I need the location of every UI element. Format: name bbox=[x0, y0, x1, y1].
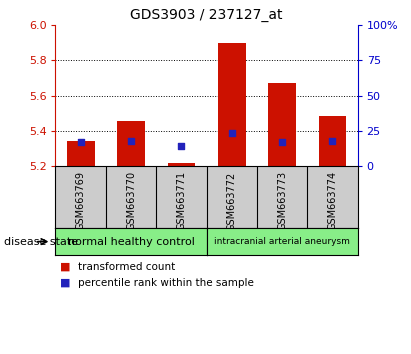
Point bbox=[279, 139, 285, 145]
Bar bbox=[168, 163, 195, 166]
Text: GSM663769: GSM663769 bbox=[76, 171, 85, 230]
Point bbox=[229, 130, 235, 136]
Point bbox=[329, 138, 336, 144]
Text: ■: ■ bbox=[60, 278, 70, 288]
Text: ■: ■ bbox=[60, 262, 70, 272]
Bar bbox=[268, 83, 296, 166]
Text: GSM663774: GSM663774 bbox=[328, 171, 337, 230]
Text: GSM663771: GSM663771 bbox=[176, 171, 186, 230]
Bar bbox=[117, 121, 145, 166]
Text: transformed count: transformed count bbox=[78, 262, 175, 272]
Title: GDS3903 / 237127_at: GDS3903 / 237127_at bbox=[130, 8, 283, 22]
Point bbox=[178, 143, 185, 149]
Bar bbox=[218, 44, 245, 166]
Text: GSM663773: GSM663773 bbox=[277, 171, 287, 230]
Text: intracranial arterial aneurysm: intracranial arterial aneurysm bbox=[214, 237, 350, 246]
Point bbox=[77, 139, 84, 145]
Text: GSM663770: GSM663770 bbox=[126, 171, 136, 230]
Bar bbox=[319, 116, 346, 166]
Text: GSM663772: GSM663772 bbox=[227, 171, 237, 230]
Bar bbox=[67, 141, 95, 166]
Point bbox=[128, 138, 134, 144]
Text: normal healthy control: normal healthy control bbox=[67, 236, 194, 247]
Text: percentile rank within the sample: percentile rank within the sample bbox=[78, 278, 254, 288]
Text: disease state: disease state bbox=[4, 236, 78, 247]
